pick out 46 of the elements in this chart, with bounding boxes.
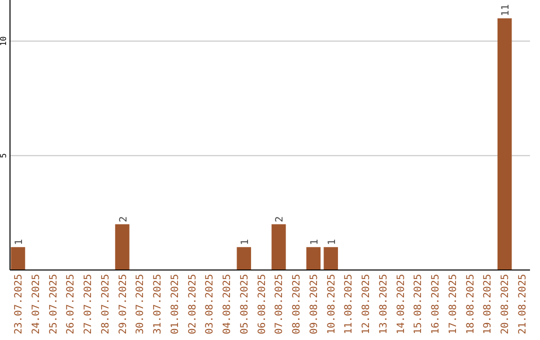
data-label: 1 — [309, 239, 320, 246]
x-tick-label: 04.08.2025 — [222, 274, 234, 334]
x-tick-label: 08.08.2025 — [292, 274, 303, 334]
bar — [115, 224, 130, 270]
data-label: 2 — [118, 216, 130, 222]
bar — [272, 224, 286, 270]
x-tick-label: 13.08.2025 — [378, 274, 390, 334]
data-label: 11 — [500, 4, 512, 16]
x-tick-label: 23.07.2025 — [13, 274, 24, 334]
data-label: 1 — [326, 239, 338, 246]
data-label: 1 — [14, 239, 25, 246]
bar — [306, 247, 321, 270]
x-tick-label: 21.08.2025 — [518, 274, 529, 334]
x-tick-label: 26.07.2025 — [66, 274, 77, 334]
x-tick-label: 28.07.2025 — [100, 274, 112, 334]
x-tick-label: 12.08.2025 — [361, 274, 372, 334]
x-tick-label: 10.08.2025 — [326, 274, 338, 334]
x-tick-label: 16.08.2025 — [430, 274, 442, 334]
x-tick-label: 02.08.2025 — [187, 274, 198, 334]
x-tick-label: 30.07.2025 — [135, 274, 146, 334]
x-tick-label: 15.08.2025 — [413, 274, 424, 334]
data-label: 2 — [274, 216, 286, 222]
x-tick-label: 14.08.2025 — [396, 274, 407, 334]
y-tick-label: 10 — [0, 36, 8, 46]
y-tick-label: 5 — [0, 153, 8, 158]
x-tick-label: 19.08.2025 — [482, 274, 494, 334]
x-tick-label: 18.08.2025 — [465, 274, 476, 334]
x-tick-label: 27.07.2025 — [83, 274, 94, 334]
x-tick-label: 06.08.2025 — [256, 274, 268, 334]
x-tick-label: 20.08.2025 — [500, 274, 512, 334]
x-tick-label: 29.07.2025 — [118, 274, 129, 334]
data-label: 1 — [240, 239, 251, 246]
bar — [324, 247, 338, 270]
x-tick-label: 05.08.2025 — [239, 274, 250, 334]
x-tick-label: 07.08.2025 — [274, 274, 286, 334]
bar — [236, 247, 252, 270]
x-tick-label: 01.08.2025 — [170, 274, 181, 334]
x-tick-label: 11.08.2025 — [344, 274, 355, 334]
x-tick-label: 24.07.2025 — [30, 274, 42, 334]
bar — [498, 18, 512, 270]
x-tick-label: 03.08.2025 — [204, 274, 216, 334]
x-tick-label: 31.07.2025 — [152, 274, 164, 334]
x-tick-label: 09.08.2025 — [308, 274, 320, 334]
x-tick-label: 25.07.2025 — [48, 274, 60, 334]
bar — [10, 247, 26, 270]
x-tick-label: 17.08.2025 — [448, 274, 459, 334]
